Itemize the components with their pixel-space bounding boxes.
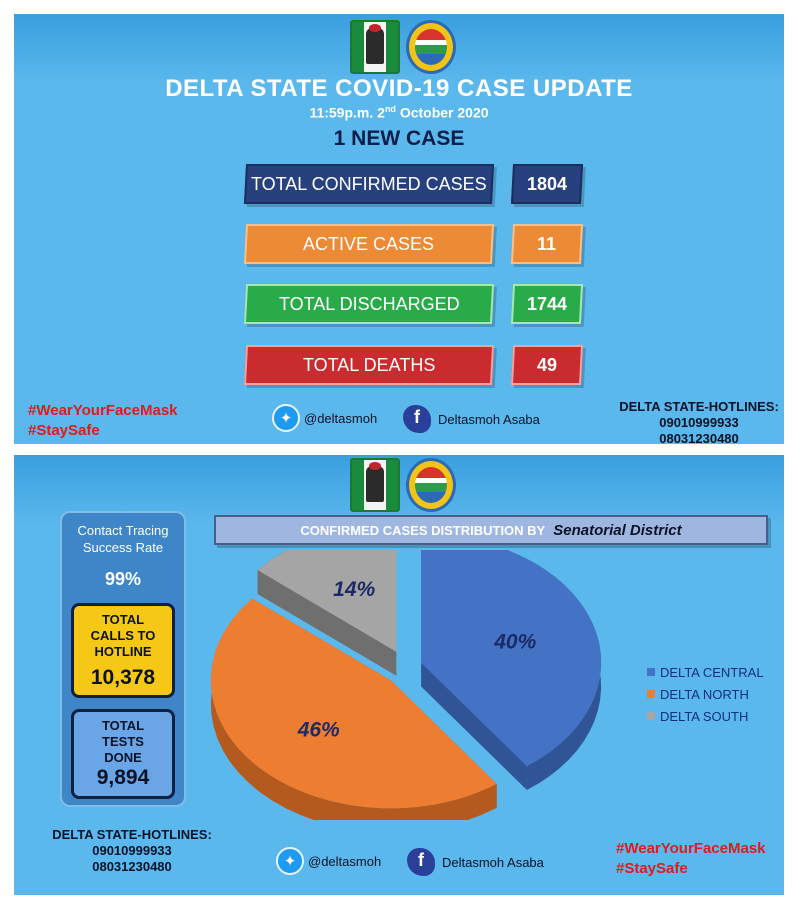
total-calls-value: 10,378 xyxy=(90,666,156,689)
total-confirmed-label: TOTAL CONFIRMED CASES xyxy=(243,164,495,204)
contact-tracing-rate: 99% xyxy=(104,569,142,589)
twitter-bird-icon: ✦ xyxy=(272,404,300,432)
total-confirmed-value: 1804 xyxy=(510,164,584,204)
hashtag-staysafe: #StaySafe xyxy=(616,860,688,877)
hotline-number[interactable]: 08031230480 xyxy=(92,859,172,874)
twitter-handle-text: @deltasmoh xyxy=(304,410,378,426)
twitter-handle[interactable]: ✦ @deltasmoh xyxy=(272,404,377,432)
delta-state-seal-icon xyxy=(406,20,456,74)
legend-item: DELTA NORTH xyxy=(647,683,764,705)
twitter-handle[interactable]: ✦ @deltasmoh xyxy=(276,847,381,875)
chart-title-emphasis: Senatorial District xyxy=(553,521,682,539)
hotlines-title: DELTA STATE-HOTLINES: xyxy=(619,399,779,414)
hotlines-title: DELTA STATE-HOTLINES: xyxy=(52,827,212,842)
total-deaths-value: 49 xyxy=(510,345,584,385)
pie-slice-side-delta-central xyxy=(421,550,602,790)
hotlines-block: DELTA STATE-HOTLINES: 09010999933 080312… xyxy=(614,399,784,444)
facebook-page[interactable]: f Deltasmoh Asaba xyxy=(402,404,540,434)
hashtag-facemask: #WearYourFaceMask xyxy=(28,402,178,419)
chart-title-banner: CONFIRMED CASES DISTRIBUTION BY Senatori… xyxy=(214,515,768,545)
hotline-number[interactable]: 09010999933 xyxy=(92,843,172,858)
timestamp-time: 11:59p.m. 2 xyxy=(309,104,385,121)
hashtags: #WearYourFaceMask #StaySafe xyxy=(28,401,178,441)
total-calls-card: TOTAL CALLS TO HOTLINE 10,378 xyxy=(71,603,175,698)
legend-item: DELTA CENTRAL xyxy=(647,661,764,683)
distribution-panel: Contact Tracing Success Rate 99% TOTAL C… xyxy=(14,455,784,895)
hotline-number[interactable]: 09010999933 xyxy=(659,415,739,430)
pie-slice-delta-south xyxy=(257,550,397,652)
hashtag-staysafe: #StaySafe xyxy=(28,422,100,439)
facebook-page-text: Deltasmoh Asaba xyxy=(442,854,544,870)
date-suffix: nd xyxy=(384,104,396,114)
total-tests-card: TOTAL TESTS DONE 9,894 xyxy=(71,709,175,799)
case-update-panel: DELTA STATE COVID-19 CASE UPDATE 11:59p.… xyxy=(14,14,784,444)
total-discharged-value: 1744 xyxy=(510,284,584,324)
facebook-page[interactable]: f Deltasmoh Asaba xyxy=(406,847,544,877)
legend-swatch xyxy=(647,690,655,698)
contact-tracing-card: Contact Tracing Success Rate 99% TOTAL C… xyxy=(60,511,186,807)
delta-state-seal-icon xyxy=(406,458,456,512)
page-title: DELTA STATE COVID-19 CASE UPDATE xyxy=(165,75,633,102)
update-timestamp: 11:59p.m. 2nd October 2020 xyxy=(14,104,784,121)
contact-tracing-title: Contact Tracing Success Rate xyxy=(77,523,169,555)
active-cases-label: ACTIVE CASES xyxy=(243,224,495,264)
legend-label: DELTA NORTH xyxy=(660,686,749,702)
legend-swatch xyxy=(647,712,655,720)
twitter-handle-text: @deltasmoh xyxy=(308,853,382,869)
pie-label-delta-north: 46% xyxy=(297,719,340,742)
chart-legend: DELTA CENTRAL DELTA NORTH DELTA SOUTH xyxy=(647,661,764,727)
legend-item: DELTA SOUTH xyxy=(647,705,764,727)
total-tests-value: 9,894 xyxy=(96,766,150,789)
pie-slice-delta-north xyxy=(210,598,497,809)
hotline-number[interactable]: 08031230480 xyxy=(659,431,739,444)
total-deaths-label: TOTAL DEATHS xyxy=(243,345,495,385)
hashtag-facemask: #WearYourFaceMask xyxy=(616,840,766,857)
facebook-f-icon: f xyxy=(402,404,432,434)
total-tests-label: TOTAL TESTS DONE xyxy=(101,718,145,765)
legend-swatch xyxy=(647,668,655,676)
twitter-bird-icon: ✦ xyxy=(276,847,304,875)
total-discharged-label: TOTAL DISCHARGED xyxy=(243,284,495,324)
active-cases-value: 11 xyxy=(510,224,584,264)
legend-label: DELTA SOUTH xyxy=(660,708,749,724)
nigeria-coat-of-arms-icon xyxy=(350,20,400,74)
pie-label-delta-central: 40% xyxy=(493,631,536,654)
pie-slice-delta-central xyxy=(421,550,602,766)
new-case-count: 1 NEW CASE xyxy=(333,127,465,150)
nigeria-coat-of-arms-icon xyxy=(350,458,400,512)
hotlines-block: DELTA STATE-HOTLINES: 09010999933 080312… xyxy=(32,827,232,875)
facebook-f-icon: f xyxy=(406,847,436,877)
legend-label: DELTA CENTRAL xyxy=(660,664,764,680)
timestamp-date: October 2020 xyxy=(395,104,489,121)
total-calls-label: TOTAL CALLS TO HOTLINE xyxy=(90,612,156,659)
chart-title-prefix: CONFIRMED CASES DISTRIBUTION BY xyxy=(300,522,546,538)
hashtags: #WearYourFaceMask #StaySafe xyxy=(616,839,766,879)
district-pie-chart: 40% 46% 14% xyxy=(210,550,602,820)
pie-label-delta-south: 14% xyxy=(333,578,375,601)
facebook-page-text: Deltasmoh Asaba xyxy=(438,411,540,427)
